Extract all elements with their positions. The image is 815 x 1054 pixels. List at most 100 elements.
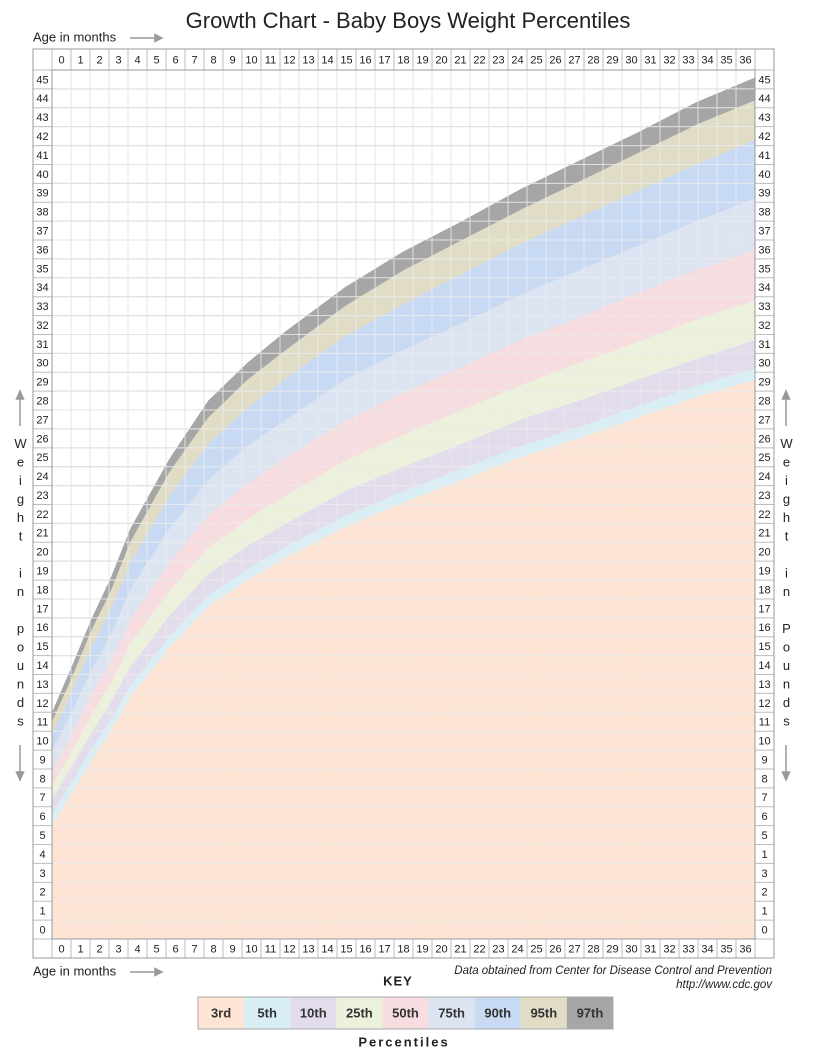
y2-tick-label: 11 (759, 717, 770, 729)
x-tick-label: 29 (606, 943, 618, 955)
y-tick-label: 37 (36, 225, 48, 237)
y-tick-label: 24 (36, 471, 48, 483)
legend-entry: 95th (530, 1005, 557, 1020)
arrows (15, 33, 791, 977)
x-tick-label: 22 (473, 943, 485, 955)
y2-tick-label: 23 (758, 490, 770, 502)
x-tick-label: 13 (302, 943, 314, 955)
legend-swatch (474, 997, 521, 1029)
y-tick-label: 38 (36, 207, 48, 219)
y2-tick-label: 13 (758, 679, 770, 691)
x-tick-label: 28 (587, 943, 599, 955)
x-tick-label: 17 (378, 943, 390, 955)
legend-entry: 75th (438, 1005, 465, 1020)
x-tick-label: 30 (625, 54, 637, 66)
y-tick-label: 31 (36, 339, 48, 351)
legend-swatch (290, 997, 337, 1029)
y2-tick-label: 35 (758, 263, 770, 275)
outer-frame (32, 48, 775, 959)
x-tick-label: 25 (530, 943, 542, 955)
y2-tick-label: 25 (758, 452, 770, 464)
y2-tick-label: 1 (761, 849, 767, 861)
y2-tick-label: 6 (761, 811, 767, 823)
y-tick-label: 43 (36, 112, 48, 124)
x-tick-label: 5 (153, 943, 159, 955)
y-tick-label: 36 (36, 244, 48, 256)
x-tick-label: 17 (378, 54, 390, 66)
x-tick-label: 22 (473, 54, 485, 66)
y-tick-label: 8 (39, 773, 45, 785)
x-tick-label: 23 (492, 54, 504, 66)
y-tick-label: 39 (36, 188, 48, 200)
y-tick-label: 12 (36, 698, 48, 710)
x-tick-label: 14 (321, 54, 333, 66)
x-tick-label: 31 (644, 54, 656, 66)
y2-tick-label: 20 (758, 547, 770, 559)
arrowhead (15, 771, 25, 782)
x-tick-label: 9 (229, 943, 235, 955)
y2-tick-label: 31 (758, 339, 770, 351)
y2-tick-label: 40 (758, 169, 770, 181)
y2-tick-label: 33 (758, 301, 770, 313)
legend-entry: 25th (346, 1005, 373, 1020)
y2-tick-label: 12 (758, 698, 770, 710)
x-tick-label: 18 (397, 943, 409, 955)
x-tick-label: 9 (229, 54, 235, 66)
x-tick-label: 5 (153, 54, 159, 66)
x-tick-label: 6 (172, 943, 178, 955)
x-tick-label: 6 (172, 54, 178, 66)
y-axis-label: Weight in pounds (13, 436, 28, 732)
y2-axis-label: Weight in Pounds (779, 436, 794, 732)
y2-tick-label: 28 (758, 396, 770, 408)
arrowhead (15, 389, 25, 400)
x-tick-label: 12 (283, 54, 295, 66)
y2-tick-label: 43 (758, 112, 770, 124)
y-tick-label: 33 (36, 301, 48, 313)
y2-tick-label: 26 (758, 433, 770, 445)
y-tick-label: 17 (36, 603, 48, 615)
x-tick-label: 26 (549, 943, 561, 955)
x-tick-label: 3 (115, 54, 121, 66)
y-tick-label: 13 (36, 679, 48, 691)
y-tick-label: 35 (36, 263, 48, 275)
legend-swatch (336, 997, 383, 1029)
legend-label: Percentiles (358, 1034, 449, 1049)
x-tick-label: 2 (96, 943, 102, 955)
x-tick-label: 35 (720, 54, 732, 66)
x-axis-label: Age in months (33, 29, 117, 44)
x-tick-label: 34 (701, 943, 713, 955)
y-tick-label: 23 (36, 490, 48, 502)
x-tick-label: 7 (191, 54, 197, 66)
y2-tick-label: 10 (758, 736, 770, 748)
y-tick-label: 41 (36, 150, 48, 162)
source-url: http://www.cdc.gov (676, 979, 773, 991)
x-tick-label: 0 (58, 54, 64, 66)
y-tick-label: 5 (39, 830, 45, 842)
x-tick-label: 20 (435, 54, 447, 66)
x-tick-label: 1 (77, 943, 83, 955)
y2-tick-label: 21 (758, 528, 770, 540)
legend-entry: 90th (484, 1005, 511, 1020)
x-tick-label: 26 (549, 54, 561, 66)
x-tick-label: 8 (210, 54, 216, 66)
x-tick-label: 7 (191, 943, 197, 955)
x-tick-label: 35 (720, 943, 732, 955)
x-tick-label: 18 (397, 54, 409, 66)
x-tick-label: 32 (663, 943, 675, 955)
y2-tick-label: 36 (758, 244, 770, 256)
y2-tick-label: 7 (761, 792, 767, 804)
x-tick-label: 12 (283, 943, 295, 955)
y-tick-label: 40 (36, 169, 48, 181)
x-tick-label: 19 (416, 943, 428, 955)
x-tick-label: 36 (739, 943, 751, 955)
y-tick-label: 45 (36, 74, 48, 86)
bands (52, 77, 755, 940)
y-tick-label: 18 (36, 584, 48, 596)
x-tick-label: 16 (359, 54, 371, 66)
source-text: Data obtained from Center for Disease Co… (454, 965, 772, 977)
y-tick-label: 9 (39, 754, 45, 766)
x-axis-label: Age in months (33, 963, 117, 978)
y-tick-label: 42 (36, 131, 48, 143)
y-tick-label: 11 (37, 717, 48, 729)
y2-tick-label: 42 (758, 131, 770, 143)
